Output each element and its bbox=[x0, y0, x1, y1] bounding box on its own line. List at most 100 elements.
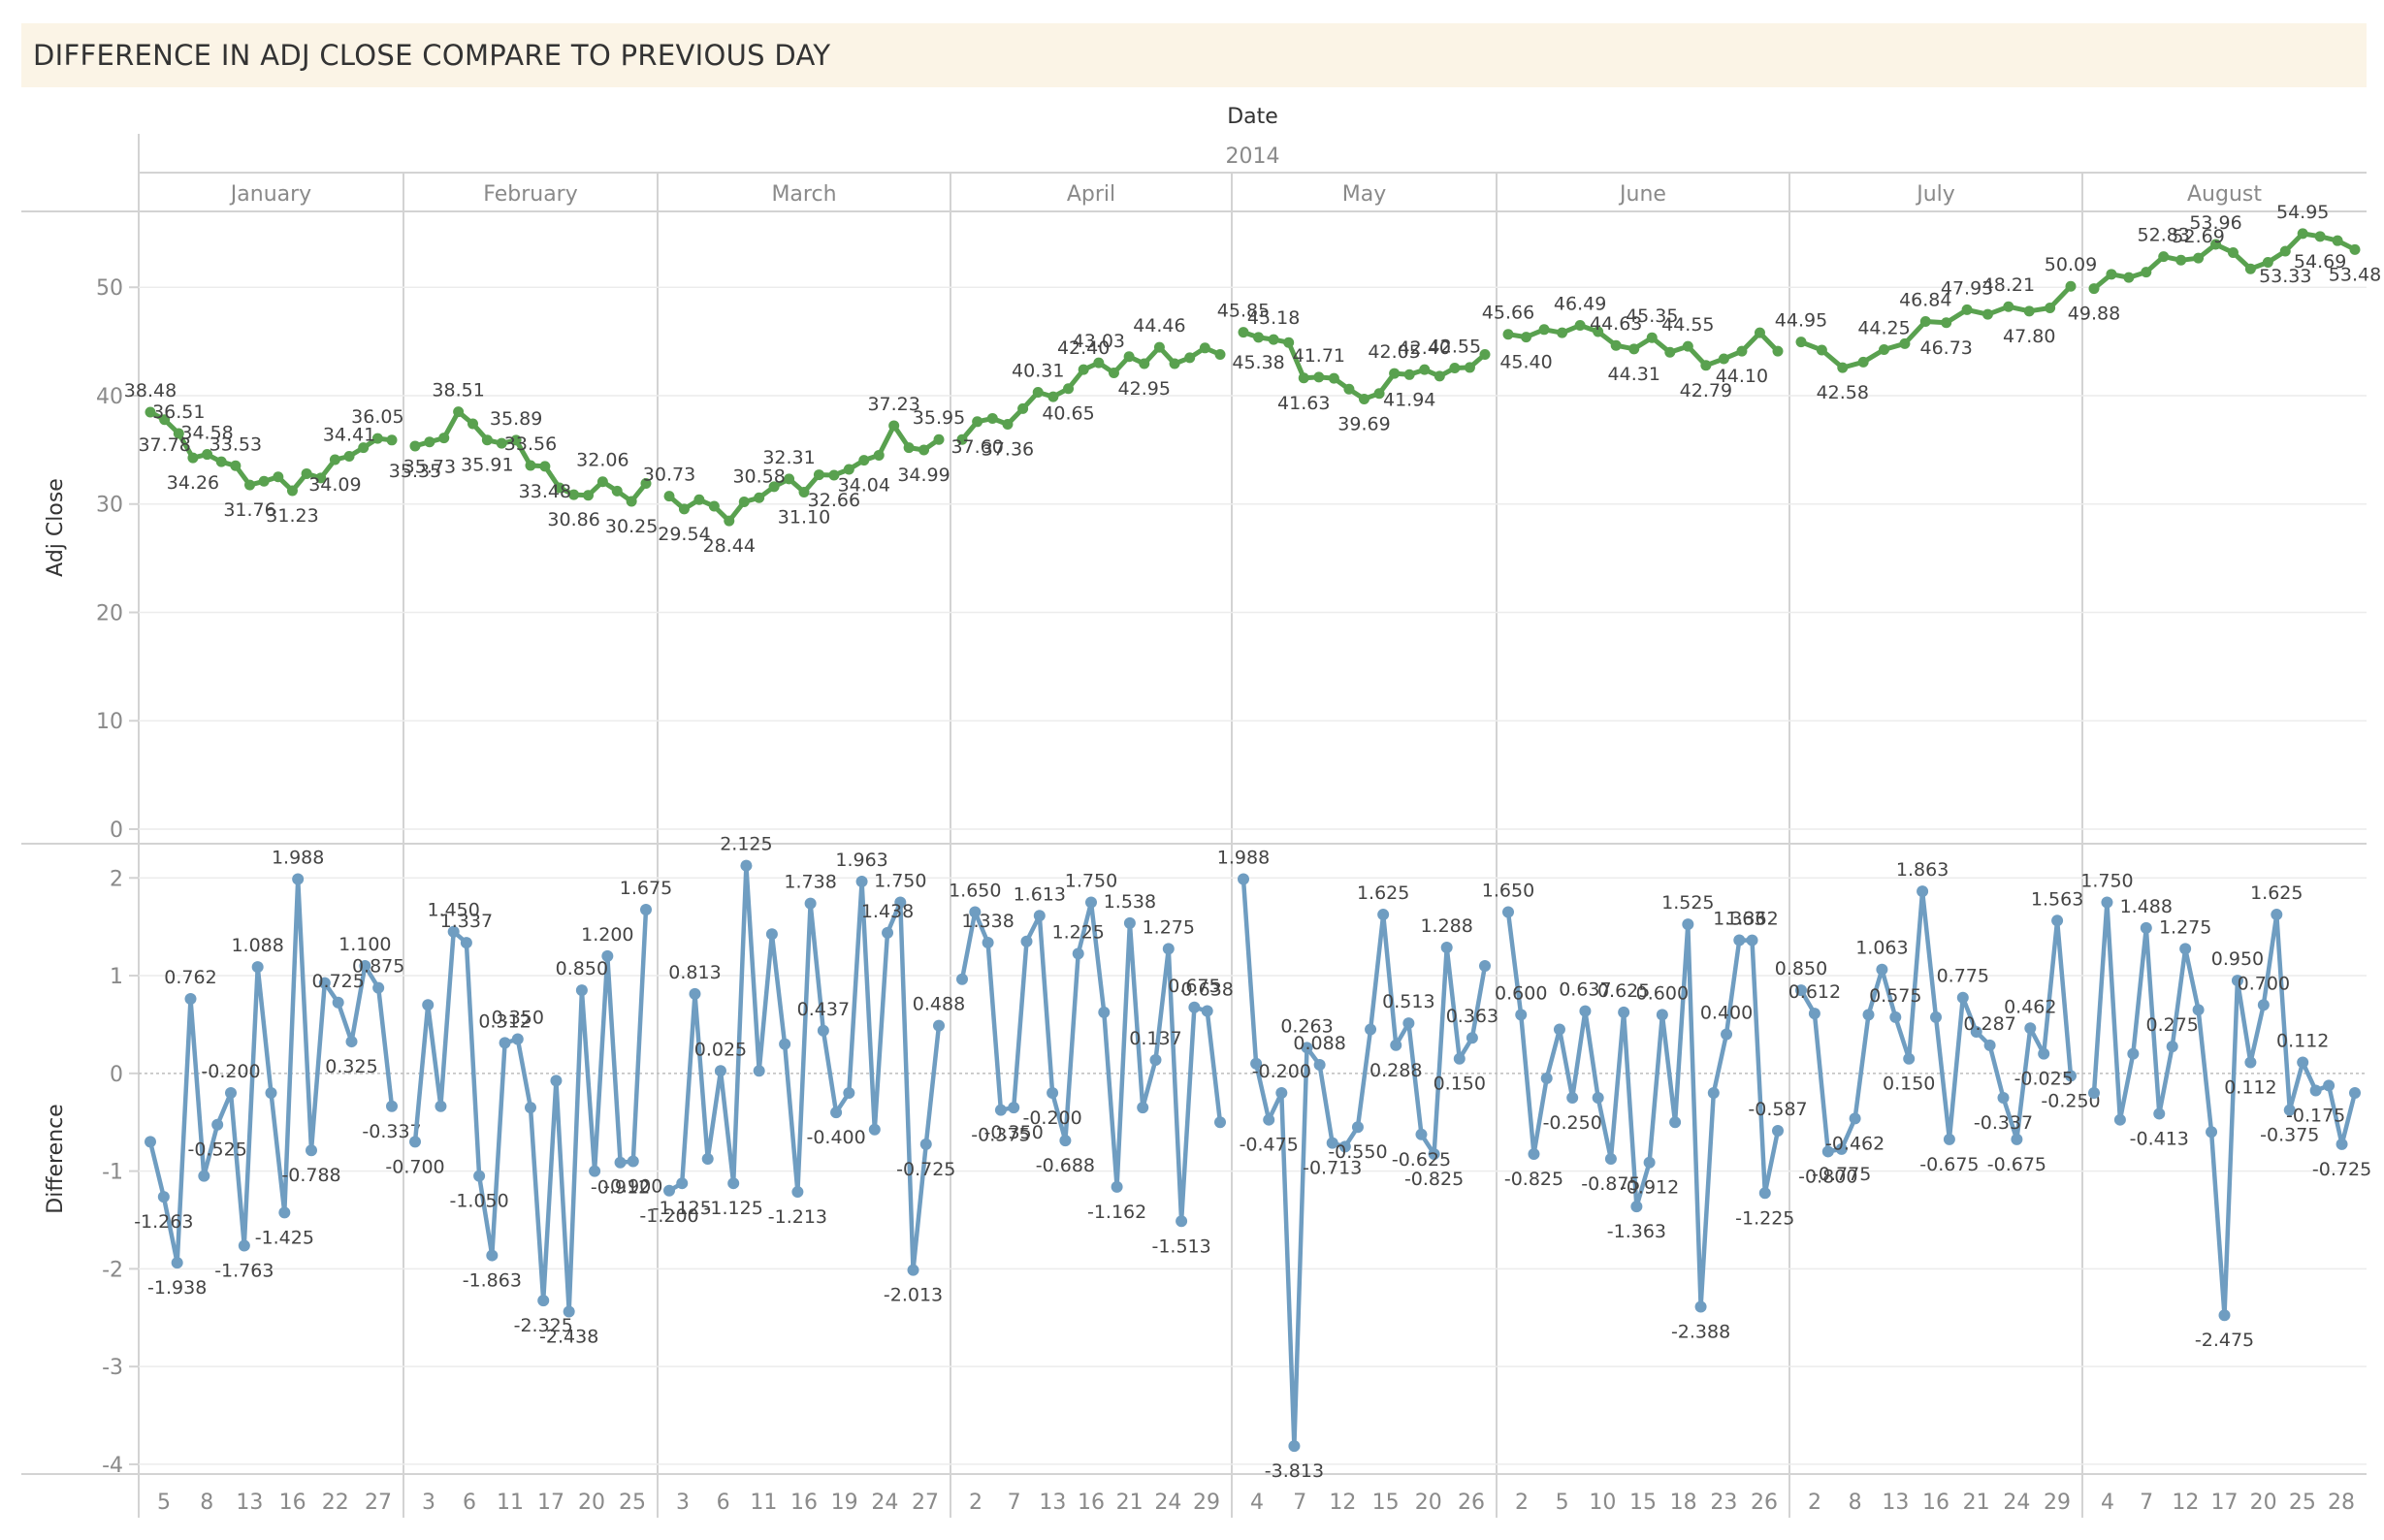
data-point bbox=[1795, 984, 1807, 997]
data-point bbox=[1835, 1142, 1848, 1155]
x-tick-label: 15 bbox=[1629, 1491, 1657, 1515]
data-label: 1.988 bbox=[1217, 847, 1270, 868]
data-point bbox=[2101, 896, 2113, 909]
y-tick-label: 0 bbox=[110, 1063, 123, 1087]
y-tick-label: -1 bbox=[102, 1161, 123, 1185]
data-point bbox=[1390, 1039, 1402, 1051]
data-label: 45.85 bbox=[1217, 301, 1270, 322]
data-label: -0.200 bbox=[201, 1061, 260, 1082]
data-point bbox=[318, 977, 331, 989]
series-may: 1.988 -0.200 -0.475 0.088 -3.813 0.263 -0.713 1… bbox=[1217, 847, 1498, 1482]
data-point bbox=[510, 434, 522, 446]
x-tick-label: 21 bbox=[1116, 1491, 1144, 1515]
data-point bbox=[640, 478, 652, 490]
data-label: 42.40 bbox=[1057, 337, 1110, 359]
data-point bbox=[1253, 332, 1265, 343]
data-point bbox=[2244, 1056, 2257, 1069]
data-label: 1.063 bbox=[1855, 938, 1908, 959]
data-label: -2.013 bbox=[884, 1285, 943, 1306]
data-point bbox=[2065, 280, 2077, 292]
x-tick-label: 27 bbox=[365, 1491, 392, 1515]
data-point bbox=[244, 479, 256, 491]
data-label: 42.05 bbox=[1368, 341, 1420, 363]
data-point bbox=[888, 420, 900, 432]
data-label: 1.650 bbox=[1482, 881, 1534, 902]
data-label: -1.425 bbox=[255, 1227, 314, 1248]
data-point bbox=[2193, 252, 2205, 264]
data-point bbox=[1139, 358, 1150, 369]
data-label: -1.162 bbox=[1087, 1202, 1146, 1223]
data-label: 43.03 bbox=[1073, 331, 1125, 352]
data-point bbox=[693, 494, 705, 505]
data-point bbox=[855, 876, 868, 887]
data-point bbox=[2283, 1104, 2296, 1116]
y-tick-label: 50 bbox=[96, 276, 123, 301]
data-label: 0.813 bbox=[668, 962, 721, 983]
data-point bbox=[554, 482, 565, 494]
data-point bbox=[2257, 999, 2270, 1011]
data-label: 41.94 bbox=[1383, 389, 1435, 410]
x-tick-label: 24 bbox=[2003, 1491, 2030, 1515]
data-point bbox=[2227, 246, 2239, 258]
data-point bbox=[332, 996, 344, 1009]
data-label: 37.23 bbox=[867, 394, 919, 415]
x-tick-label: 2 bbox=[969, 1491, 983, 1515]
data-label: -0.875 bbox=[1581, 1173, 1640, 1195]
x-tick-label: 15 bbox=[1372, 1491, 1400, 1515]
data-point bbox=[447, 925, 460, 938]
x-tick-label: 5 bbox=[1556, 1491, 1569, 1515]
data-point bbox=[1630, 1201, 1643, 1213]
data-label: 34.09 bbox=[308, 474, 361, 496]
data-point bbox=[1428, 1147, 1440, 1160]
data-point bbox=[1515, 1009, 1528, 1021]
data-label: 32.66 bbox=[808, 490, 860, 511]
data-point bbox=[676, 1177, 689, 1190]
data-point bbox=[701, 1153, 714, 1165]
series-line bbox=[2091, 231, 2358, 292]
data-label: 0.850 bbox=[1775, 958, 1827, 979]
data-point bbox=[1453, 1052, 1466, 1065]
data-point bbox=[2206, 1126, 2218, 1139]
data-point bbox=[371, 433, 383, 444]
column-header-label: Date bbox=[1227, 105, 1278, 129]
data-label: 35.95 bbox=[913, 407, 965, 429]
data-label: 0.112 bbox=[2276, 1031, 2329, 1052]
data-point bbox=[2106, 269, 2117, 280]
data-label: 42.58 bbox=[1817, 382, 1869, 403]
data-point bbox=[843, 1086, 855, 1099]
data-label: -0.550 bbox=[1328, 1141, 1387, 1163]
data-point bbox=[525, 1102, 536, 1114]
data-point bbox=[765, 928, 778, 941]
data-label: -0.625 bbox=[1392, 1149, 1451, 1171]
panel-difference: -4 -3 -2 -1 0 1 2 Difference -1.938 0.762 -1.263 -0… bbox=[44, 834, 2371, 1482]
data-label: -0.175 bbox=[2286, 1105, 2345, 1126]
data-label: 0.363 bbox=[1446, 1006, 1498, 1027]
data-label: 46.73 bbox=[1919, 337, 1972, 359]
data-label: -0.413 bbox=[2130, 1128, 2189, 1149]
data-label: 31.23 bbox=[266, 505, 318, 527]
data-label: -0.250 bbox=[2041, 1090, 2100, 1111]
data-point bbox=[2088, 1086, 2100, 1099]
data-label: 34.04 bbox=[838, 475, 890, 497]
data-point bbox=[1540, 1072, 1553, 1084]
data-label: -0.475 bbox=[1240, 1135, 1299, 1156]
data-label: 31.76 bbox=[223, 499, 275, 521]
data-label: -0.200 bbox=[1022, 1107, 1081, 1129]
x-tick-label: 6 bbox=[717, 1491, 730, 1515]
data-label: 42.79 bbox=[1680, 380, 1732, 401]
data-label: 0.112 bbox=[2224, 1077, 2276, 1099]
data-point bbox=[768, 481, 780, 493]
data-point bbox=[1365, 1023, 1377, 1036]
data-point bbox=[2323, 1079, 2336, 1092]
data-point bbox=[828, 469, 840, 481]
data-label: 45.66 bbox=[1482, 303, 1534, 324]
data-point bbox=[919, 1138, 932, 1150]
data-point bbox=[258, 475, 270, 487]
data-point bbox=[2218, 1309, 2231, 1322]
data-point bbox=[779, 1038, 791, 1050]
y-tick-label: -4 bbox=[102, 1454, 123, 1478]
panel-adj-close: 0 10 20 30 40 50 Adj Close 38.48 37.78 36.51 34.26… bbox=[44, 202, 2381, 843]
data-label: 0.850 bbox=[556, 958, 608, 979]
